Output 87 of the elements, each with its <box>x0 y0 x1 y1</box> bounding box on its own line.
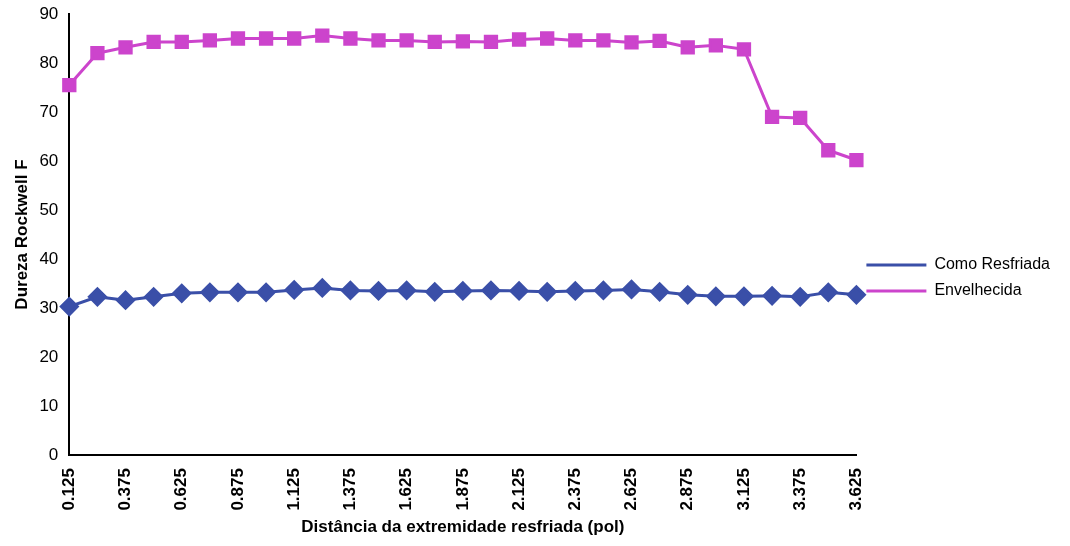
x-tick-label: 0.375 <box>115 468 135 511</box>
point <box>228 282 248 302</box>
point <box>287 31 302 46</box>
legend-label: Envelhecida <box>934 281 1022 299</box>
point <box>481 280 501 300</box>
point <box>397 280 417 300</box>
x-tick-label: 2.625 <box>621 468 641 511</box>
y-tick-label: 0 <box>48 444 59 464</box>
point <box>624 35 639 50</box>
x-tick-label: 3.625 <box>846 468 866 511</box>
x-tick-label: 2.125 <box>508 468 528 511</box>
x-axis-title: Distância da extremidade resfriada (pol) <box>301 517 625 537</box>
y-axis-title: Dureza Rockwell F <box>11 159 31 310</box>
point <box>678 285 698 305</box>
point <box>116 290 136 310</box>
point <box>369 281 389 301</box>
point <box>343 31 358 46</box>
x-tick-label: 1.625 <box>396 468 416 511</box>
point <box>146 34 161 50</box>
point <box>284 280 304 300</box>
point <box>650 282 670 302</box>
y-tick-label: 30 <box>39 297 59 317</box>
point <box>59 297 79 317</box>
point <box>455 34 471 49</box>
x-tick-label: 2.875 <box>677 468 697 511</box>
point <box>708 38 723 53</box>
x-tick-label: 1.875 <box>452 468 472 511</box>
point <box>256 282 276 302</box>
point <box>483 34 499 50</box>
point <box>790 287 810 307</box>
point <box>793 110 808 126</box>
x-tick-label: 3.375 <box>789 468 809 511</box>
point <box>90 46 105 61</box>
point <box>762 286 782 306</box>
point <box>846 285 866 305</box>
point <box>568 33 583 48</box>
point <box>736 42 752 57</box>
point <box>540 31 555 46</box>
point <box>340 280 360 300</box>
x-tick-label: 1.125 <box>283 468 303 511</box>
point <box>425 282 445 302</box>
point <box>596 33 611 48</box>
point <box>200 282 220 302</box>
point <box>734 286 754 306</box>
y-tick-label: 20 <box>39 346 59 366</box>
point <box>622 279 642 299</box>
x-tick-label: 0.625 <box>171 468 191 511</box>
point <box>230 31 246 46</box>
point <box>706 286 726 306</box>
y-tick-label: 90 <box>39 3 59 23</box>
point <box>399 33 414 48</box>
y-tick-label: 10 <box>39 395 59 415</box>
point <box>821 143 836 158</box>
y-tick-label: 60 <box>39 150 59 170</box>
point <box>315 28 330 43</box>
point <box>593 280 613 300</box>
point <box>62 77 77 93</box>
point <box>172 283 192 303</box>
point <box>565 281 585 301</box>
point <box>144 287 164 307</box>
point <box>764 109 780 125</box>
legend-label: Como Resfriada <box>934 255 1051 273</box>
point <box>818 282 838 302</box>
y-tick-label: 50 <box>39 199 59 219</box>
x-tick-label: 2.375 <box>564 468 584 511</box>
y-tick-label: 40 <box>39 248 59 268</box>
x-tick-label: 3.125 <box>733 468 753 511</box>
point <box>509 281 529 301</box>
point <box>537 282 557 302</box>
point <box>427 34 442 50</box>
point <box>453 281 473 301</box>
point <box>258 31 274 46</box>
y-tick-label: 80 <box>39 52 59 72</box>
y-tick-label: 70 <box>39 101 59 121</box>
point <box>371 33 386 48</box>
point <box>118 40 133 55</box>
point <box>87 287 107 307</box>
point <box>511 32 527 47</box>
point <box>202 33 218 48</box>
x-tick-label: 1.375 <box>340 468 360 511</box>
point <box>174 34 189 50</box>
point <box>849 152 864 168</box>
point <box>312 278 332 298</box>
point <box>680 40 695 55</box>
x-tick-label: 0.125 <box>59 468 78 511</box>
point <box>652 33 667 49</box>
x-tick-label: 0.875 <box>227 468 247 511</box>
